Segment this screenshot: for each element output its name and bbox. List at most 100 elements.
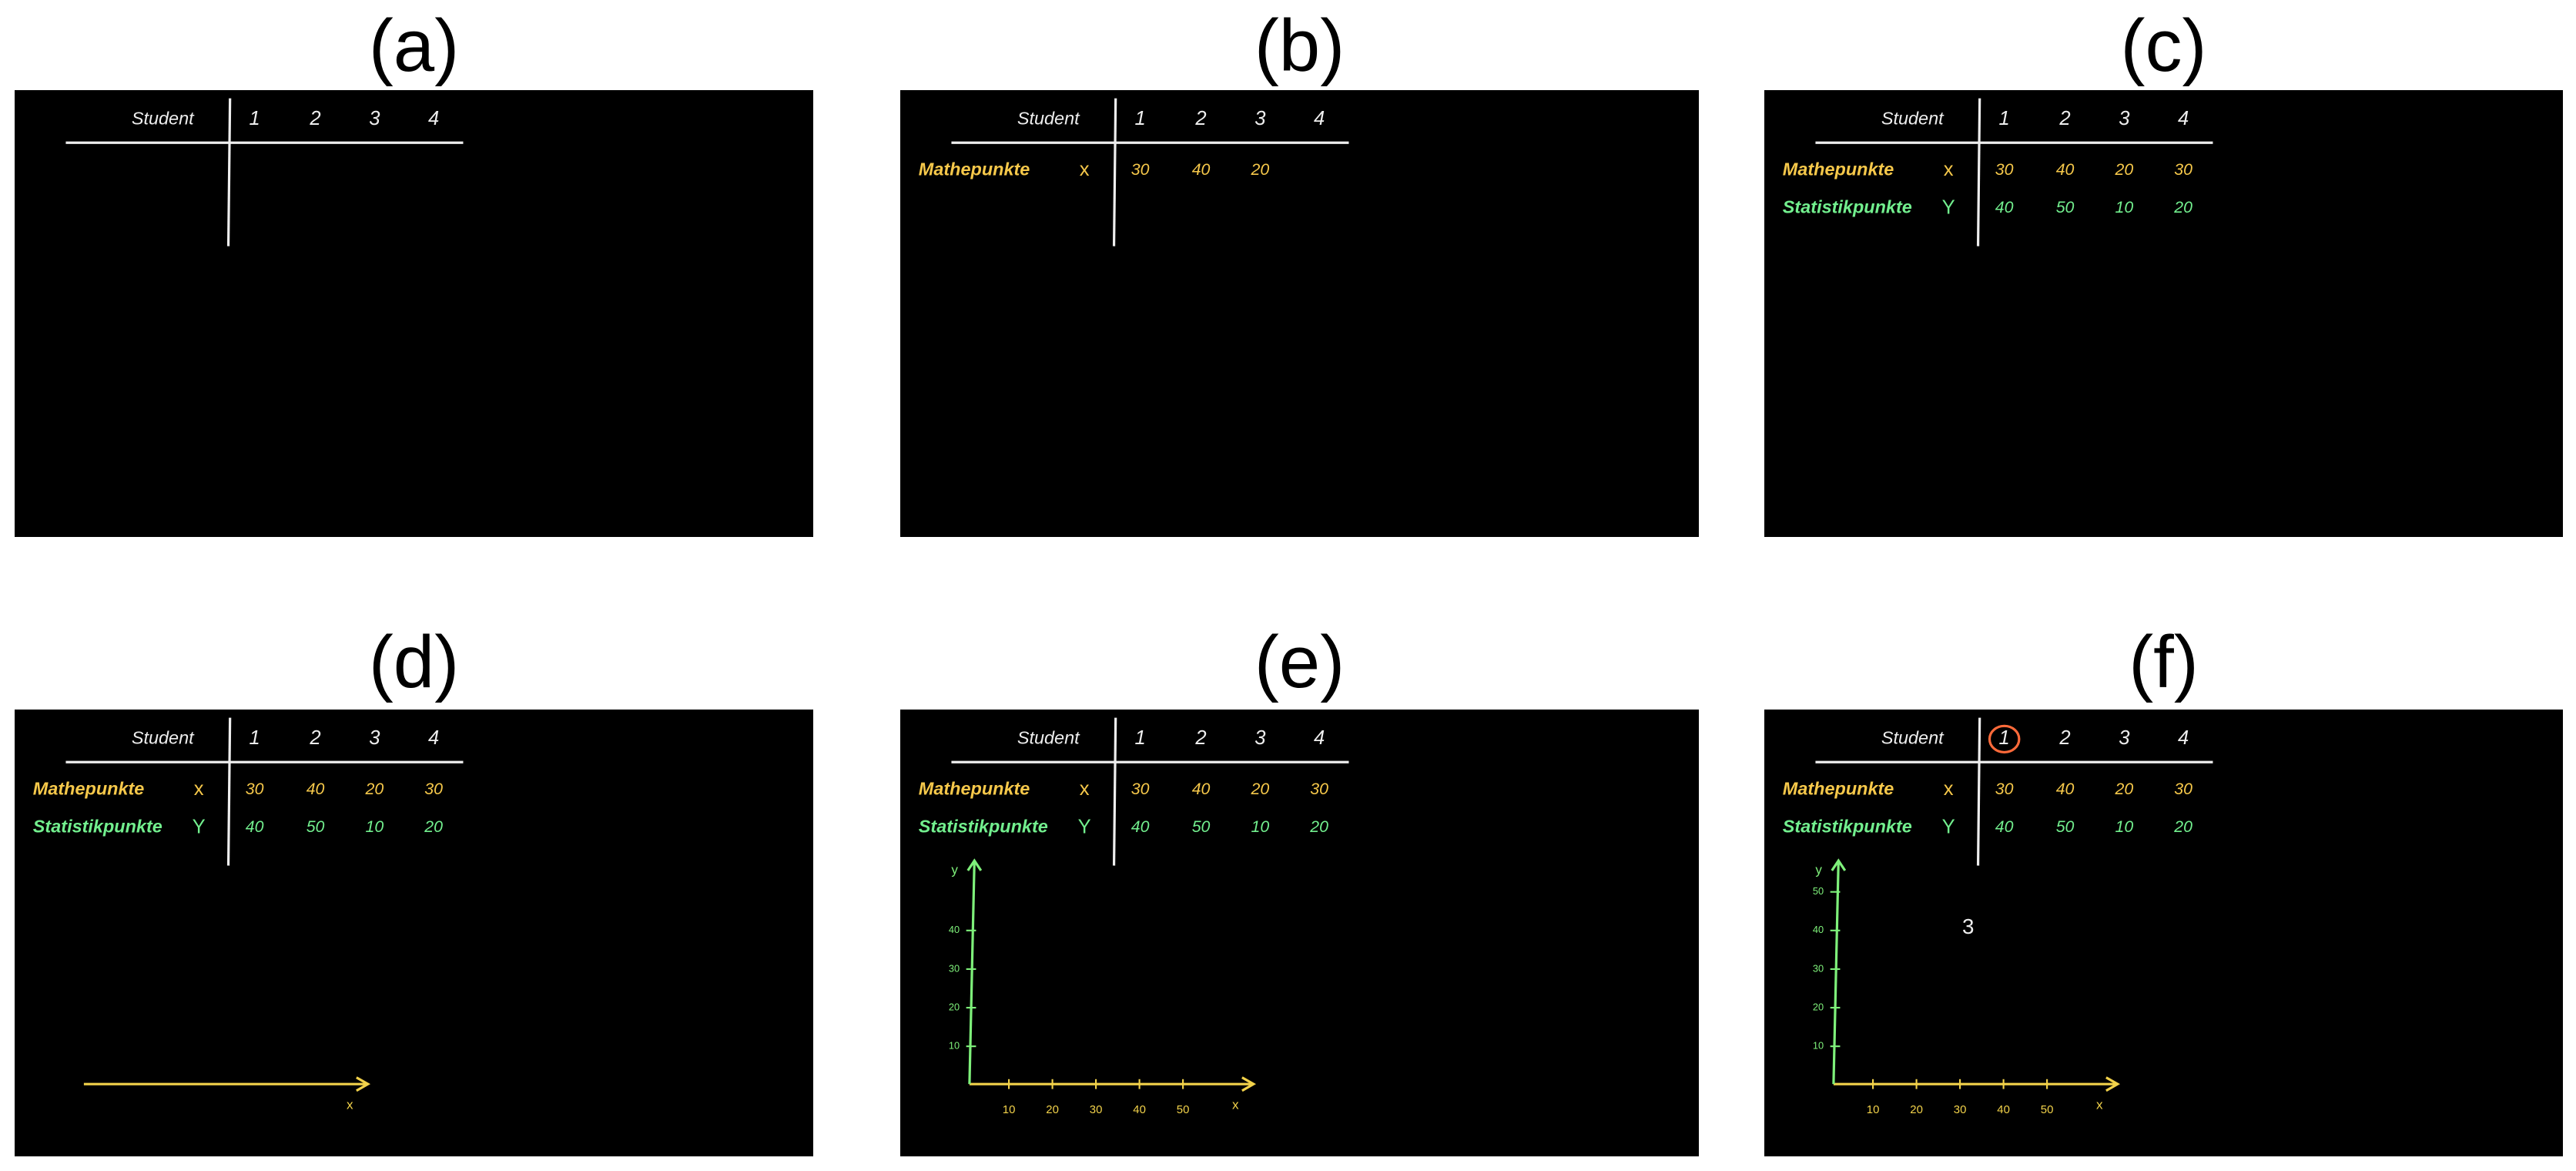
cell-value: 40	[1995, 817, 2014, 836]
row-name: Mathepunkte	[919, 159, 1030, 180]
cell-value: 30	[246, 780, 264, 798]
panel-label: (f)	[2129, 621, 2199, 703]
table-header: 3	[1255, 108, 1265, 129]
x-tick-label: 40	[1997, 1103, 2010, 1116]
blackboard-frame: Student 1 2 3 4 Mathepunkte x 30 40 20 30 Statistik…	[1764, 90, 2563, 537]
table-rule	[1112, 98, 1117, 247]
y-tick-label: 30	[949, 962, 960, 974]
table-header: 3	[1255, 727, 1265, 749]
blackboard-frame: Student 1 2 3 4	[15, 90, 813, 537]
table-header: Student	[1881, 109, 1945, 129]
y-axis-label: y	[1815, 862, 1822, 877]
cell-value: 10	[2115, 198, 2133, 216]
y-axis-label: y	[951, 862, 958, 877]
cell-value: 50	[307, 817, 325, 836]
x-tick-label: 10	[1867, 1103, 1880, 1116]
table-header: Student	[132, 109, 195, 129]
x-tick-label: 10	[1003, 1103, 1016, 1116]
cell-value: 20	[364, 780, 384, 798]
cell-value: 10	[2115, 817, 2133, 836]
highlight-circle	[1988, 724, 2021, 754]
y-tick-label: 40	[1813, 924, 1824, 935]
cell-value: 20	[2173, 198, 2192, 216]
row-symbol: x	[1944, 159, 1954, 180]
x-tick-label: 50	[1177, 1103, 1190, 1116]
cell-value: 20	[1250, 780, 1269, 798]
x-tick-label: 20	[1046, 1103, 1059, 1116]
table-header: 1	[1999, 108, 2010, 129]
x-tick-label: 40	[1133, 1103, 1146, 1116]
table-rule	[1112, 717, 1117, 866]
table-header: 1	[1135, 108, 1146, 129]
cell-value: 30	[424, 780, 443, 798]
x-axis-label: x	[1232, 1097, 1239, 1112]
table-rule	[226, 717, 232, 866]
table-header: 2	[2058, 108, 2070, 129]
y-arrow	[966, 858, 983, 871]
cell-value: 20	[1309, 817, 1328, 836]
panel-label: (d)	[368, 621, 460, 703]
x-tick-label: 30	[1090, 1103, 1103, 1116]
row-symbol: x	[1080, 159, 1090, 180]
row-symbol: x	[194, 778, 204, 800]
row-symbol: x	[1944, 778, 1954, 800]
table-header: 3	[369, 727, 380, 749]
cell-value: 10	[365, 817, 384, 836]
cell-value: 20	[424, 817, 443, 836]
row-symbol: Y	[193, 816, 206, 837]
cell-value: 40	[2056, 780, 2075, 798]
table-header: 4	[1314, 727, 1325, 749]
cell-value: 30	[1310, 780, 1328, 798]
cell-value: 20	[2114, 160, 2133, 179]
cell-value: 30	[1995, 780, 2014, 798]
cell-value: 40	[1192, 160, 1211, 179]
cell-value: 20	[1250, 160, 1269, 179]
cell-value: 40	[2056, 160, 2075, 179]
blackboard-frame: Student 1 2 3 4 Mathepunkte x 30 40 20 30 Statistik…	[900, 710, 1699, 1156]
cell-value: 30	[2174, 160, 2192, 179]
blackboard-frame: Student 1 2 3 4 Mathepunkte x 30 40 20	[900, 90, 1699, 537]
cell-value: 40	[1131, 817, 1150, 836]
row-symbol: x	[1080, 778, 1090, 800]
x-tick-label: 50	[2041, 1103, 2054, 1116]
y-tick-label: 10	[949, 1040, 960, 1052]
blackboard-frame: Student 1 2 3 4 Mathepunkte x 30 40 20 30 Statistik…	[1764, 710, 2563, 1156]
table-header: 2	[309, 727, 320, 749]
panel-label: (e)	[1254, 621, 1345, 703]
row-name: Mathepunkte	[1783, 159, 1894, 180]
row-symbol: Y	[1078, 816, 1091, 837]
table-header: 2	[2058, 727, 2070, 749]
table-header: 4	[428, 727, 439, 749]
table-header: 4	[1314, 108, 1325, 129]
panel-label: (a)	[368, 5, 460, 87]
x-axis-label: x	[347, 1097, 353, 1112]
cell-value: 50	[2056, 817, 2075, 836]
x-tick-label: 20	[1910, 1103, 1923, 1116]
cell-value: 50	[1192, 817, 1211, 836]
table-rule	[1976, 717, 1981, 866]
row-name: Mathepunkte	[1783, 779, 1894, 799]
row-name: Mathepunkte	[919, 779, 1030, 799]
x-arrow	[1241, 1076, 1257, 1092]
cell-value: 40	[1995, 198, 2014, 216]
y-tick-label: 20	[949, 1001, 960, 1012]
cell-value: 50	[2056, 198, 2075, 216]
y-tick-label: 40	[949, 924, 960, 935]
cell-value: 20	[2173, 817, 2192, 836]
row-name: Mathepunkte	[33, 779, 145, 799]
blackboard-frame: Student 1 2 3 4 Mathepunkte x 30 40 20 30 Statistik…	[15, 710, 813, 1156]
cell-value: 40	[246, 817, 264, 836]
row-name: Statistikpunkte	[919, 817, 1048, 837]
table-header: 3	[369, 108, 380, 129]
y-arrow	[1831, 858, 1847, 871]
x-arrow	[2105, 1076, 2121, 1092]
panel-label: (c)	[2120, 5, 2207, 87]
x-tick-label: 30	[1954, 1103, 1967, 1116]
y-axis	[1832, 861, 1840, 1085]
cell-value: 30	[2174, 780, 2192, 798]
row-name: Statistikpunkte	[1783, 817, 1912, 837]
cell-value: 40	[307, 780, 325, 798]
cell-value: 30	[1995, 160, 2014, 179]
cell-value: 20	[2114, 780, 2133, 798]
